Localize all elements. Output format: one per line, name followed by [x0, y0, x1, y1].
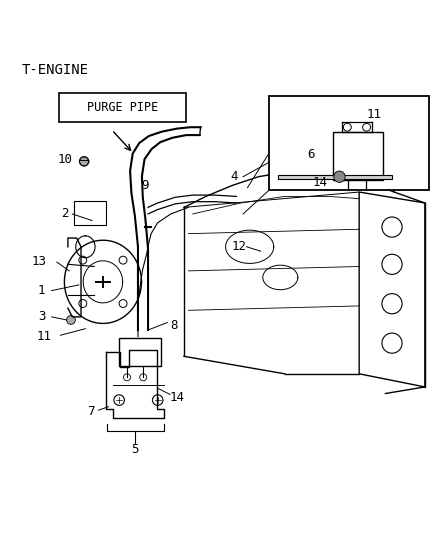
Circle shape — [334, 171, 345, 182]
Bar — [74, 201, 106, 225]
Text: 3: 3 — [38, 310, 46, 324]
Text: 14: 14 — [170, 391, 185, 405]
Text: 7: 7 — [87, 405, 95, 417]
Text: T-ENGINE: T-ENGINE — [22, 63, 89, 77]
Text: 8: 8 — [170, 319, 178, 332]
Text: 1: 1 — [38, 284, 46, 297]
Text: 14: 14 — [312, 176, 327, 189]
Text: 5: 5 — [131, 443, 139, 456]
Text: 11: 11 — [36, 330, 51, 343]
Circle shape — [79, 256, 87, 264]
Circle shape — [119, 300, 127, 308]
Text: 13: 13 — [32, 255, 47, 268]
Text: 11: 11 — [367, 108, 382, 120]
Text: 10: 10 — [57, 152, 72, 166]
Text: 12: 12 — [231, 240, 246, 253]
Bar — [119, 338, 161, 366]
Circle shape — [372, 122, 383, 133]
Text: PURGE PIPE: PURGE PIPE — [87, 101, 158, 114]
Bar — [269, 96, 429, 190]
Text: 4: 4 — [230, 170, 238, 183]
Bar — [333, 132, 383, 180]
Polygon shape — [278, 174, 392, 179]
Text: 9: 9 — [141, 179, 148, 192]
Circle shape — [67, 316, 75, 324]
Text: 6: 6 — [307, 148, 315, 161]
Circle shape — [79, 300, 87, 308]
Text: 2: 2 — [61, 207, 69, 221]
Circle shape — [79, 157, 89, 166]
FancyBboxPatch shape — [59, 93, 186, 122]
Circle shape — [119, 256, 127, 264]
